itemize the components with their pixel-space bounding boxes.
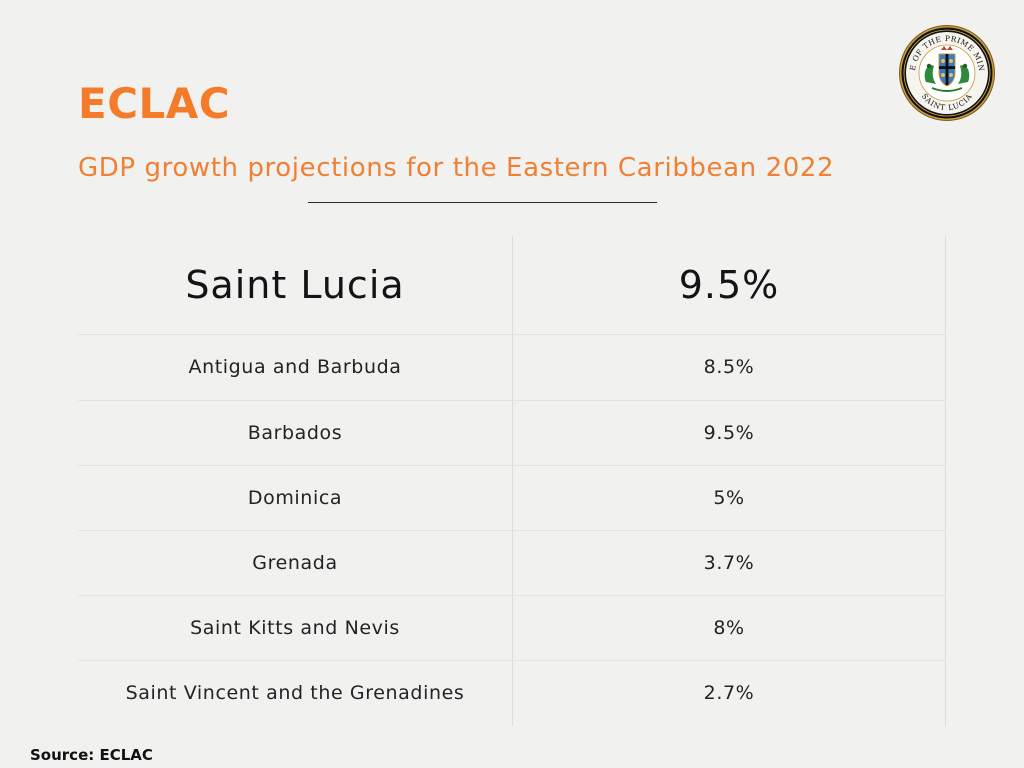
- table-row: Barbados 9.5%: [78, 400, 946, 465]
- country-cell: Barbados: [247, 421, 343, 444]
- table-row-saint-lucia: Saint Lucia 9.5%: [78, 236, 946, 334]
- value-cell: 3.7%: [703, 551, 755, 574]
- table-row: Dominica 5%: [78, 465, 946, 530]
- page-subtitle: GDP growth projections for the Eastern C…: [78, 153, 835, 183]
- table-row: Grenada 3.7%: [78, 530, 946, 595]
- table-row: Antigua and Barbuda 8.5%: [78, 334, 946, 400]
- source-note: Source: ECLAC: [30, 746, 153, 764]
- country-cell: Saint Kitts and Nevis: [190, 616, 400, 639]
- country-cell: Antigua and Barbuda: [188, 356, 402, 378]
- value-cell: 5%: [713, 486, 745, 509]
- value-cell: 8.5%: [703, 356, 755, 378]
- country-cell: Dominica: [247, 486, 343, 509]
- table-grid-lines: [78, 236, 946, 726]
- value-cell: 9.5%: [703, 421, 755, 444]
- country-cell: Saint Vincent and the Grenadines: [125, 682, 465, 704]
- table-row: Saint Vincent and the Grenadines 2.7%: [78, 660, 946, 726]
- value-cell: 9.5%: [678, 263, 780, 307]
- value-cell: 8%: [713, 616, 745, 639]
- value-cell: 2.7%: [703, 682, 755, 704]
- table-row: Saint Kitts and Nevis 8%: [78, 595, 946, 660]
- prime-minister-seal-logo: OFFICE OF THE PRIME MINISTER SAINT LUCIA: [898, 24, 995, 121]
- gdp-projection-table: Saint Lucia 9.5% Antigua and Barbuda 8.5…: [78, 236, 946, 726]
- country-cell: Saint Lucia: [185, 263, 405, 307]
- page-title: ECLAC: [78, 79, 231, 128]
- title-divider: [308, 202, 657, 203]
- country-cell: Grenada: [252, 551, 338, 574]
